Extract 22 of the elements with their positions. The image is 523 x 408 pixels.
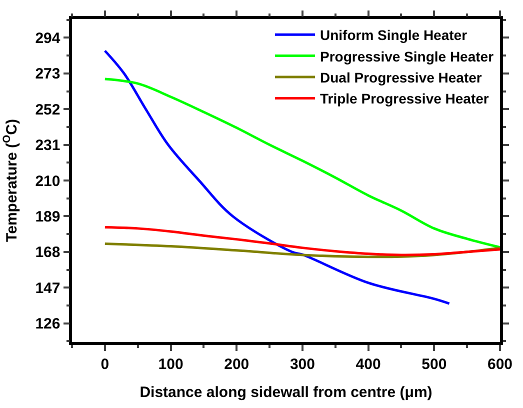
x-tick-label: 600 — [487, 356, 513, 373]
legend-label: Triple Progressive Heater — [320, 90, 490, 107]
x-tick-label: 400 — [356, 356, 381, 373]
y-tick-label: 168 — [35, 244, 60, 262]
y-tick-label: 273 — [35, 66, 60, 83]
x-tick-label: 500 — [422, 356, 447, 373]
legend-label: Dual Progressive Heater — [320, 69, 482, 86]
x-tick-label: 200 — [224, 356, 250, 373]
line-series — [104, 226, 500, 256]
y-tick-label: 252 — [35, 101, 60, 118]
y-tick-label: 189 — [35, 208, 60, 226]
x-tick-label: 300 — [290, 356, 315, 373]
legend-label: Uniform Single Heater — [320, 27, 468, 44]
legend-label: Progressive Single Heater — [320, 48, 494, 64]
y-tick-label: 294 — [35, 30, 61, 47]
y-tick-label: 231 — [35, 137, 60, 154]
x-axis-title: Distance along sidewall from centre (μm) — [140, 384, 432, 401]
x-tick-label: 100 — [158, 356, 184, 373]
y-tick-label: 210 — [35, 172, 60, 190]
y-tick-label: 126 — [35, 316, 60, 333]
y-tick-label: 147 — [35, 280, 60, 297]
x-tick-label: 0 — [100, 356, 110, 373]
